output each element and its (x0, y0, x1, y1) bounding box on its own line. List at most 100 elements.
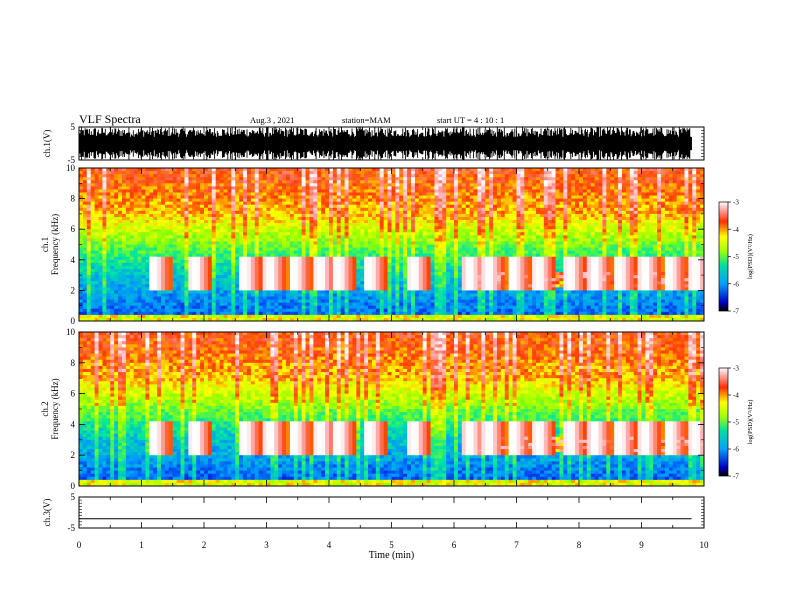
spectrogram-cell (379, 192, 385, 196)
spectrogram-cell (118, 198, 123, 203)
spectrogram-cell (133, 259, 138, 264)
spectrogram-cell (274, 183, 279, 187)
spectrogram-cell (340, 241, 346, 245)
spectrogram-cell (239, 308, 244, 313)
spectrogram-cell (325, 244, 330, 248)
spectrogram-cell (356, 247, 361, 252)
spectrogram-cell (125, 189, 131, 193)
spectrogram-cell (254, 262, 260, 267)
spectrogram-cell (274, 272, 279, 276)
spectrogram-cell (172, 256, 178, 261)
spectrogram-cell (250, 189, 256, 193)
spectrogram-cell (450, 256, 455, 261)
spectrogram-cell (321, 284, 326, 288)
spectrogram-cell (176, 262, 181, 267)
spectrogram-cell (188, 262, 193, 267)
spectrogram-cell (266, 226, 271, 230)
spectrogram-cell (118, 207, 123, 212)
spectrogram-cell (418, 250, 424, 255)
spectrogram-cell (223, 241, 228, 245)
spectrogram-cell (395, 192, 400, 196)
spectrogram-cell (235, 183, 240, 187)
spectrogram-cell (414, 229, 420, 233)
spectrogram-cell (442, 281, 447, 285)
spectrogram-cell (196, 287, 201, 291)
spectrogram-cell (129, 317, 135, 322)
spectrogram-cell (161, 268, 166, 273)
spectrogram-cell (102, 308, 107, 313)
spectrogram-cell (196, 305, 201, 310)
spectrogram-cell (86, 174, 92, 178)
spectrogram-cell (450, 265, 455, 270)
spectrogram-cell (79, 195, 84, 199)
spectrogram-cell (114, 247, 119, 252)
spectrogram-cell (82, 226, 88, 230)
spectrogram-cell (262, 299, 267, 304)
spectrogram-cell (200, 302, 205, 307)
spectrogram-cell (301, 216, 306, 221)
spectrogram-cell (211, 272, 217, 276)
spectrogram-cell (422, 235, 428, 239)
spectrogram-cell (364, 296, 369, 300)
spectrogram-cell (168, 195, 174, 199)
spectrogram-cell (231, 290, 236, 294)
spectrogram-cell (133, 278, 138, 282)
spectrogram-cell (114, 235, 119, 239)
spectrogram-cell (352, 247, 357, 252)
spectrogram-cell (231, 244, 236, 248)
spectrogram-cell (407, 223, 412, 227)
spectrogram-cell (371, 201, 377, 206)
spectrogram-cell (457, 238, 463, 242)
spectrogram-cell (274, 213, 279, 218)
spectrogram-cell (457, 171, 463, 175)
spectrogram-cell (215, 232, 221, 236)
spectrogram-cell (313, 229, 318, 233)
spectrogram-cell (368, 281, 373, 285)
spectrogram-cell (274, 192, 279, 196)
spectrogram-cell (340, 250, 346, 255)
spectrogram-cell (246, 317, 252, 322)
spectrogram-cell (426, 216, 431, 221)
spectrogram-cell (172, 235, 178, 239)
spectrogram-cell (286, 213, 291, 218)
spectrogram-cell (391, 256, 396, 261)
spectrogram-cell (82, 311, 88, 316)
spectrogram-cell (293, 253, 299, 258)
spectrogram-cell (114, 253, 119, 258)
spectrogram-cell (110, 186, 115, 190)
spectrogram-cell (371, 204, 377, 209)
spectrogram-cell (180, 275, 185, 279)
spectrogram-cell (125, 174, 131, 178)
spectrogram-cell (454, 311, 459, 316)
spectrogram-cell (219, 229, 224, 233)
spectrogram-cell (321, 272, 326, 276)
spectrogram-cell (356, 250, 361, 255)
spectrogram-cell (282, 220, 287, 224)
spectrogram-cell (250, 259, 256, 264)
spectrogram-cell (442, 183, 447, 187)
spectrogram-cell (426, 210, 431, 215)
spectrogram-cell (301, 296, 306, 300)
spectrogram-cell (110, 268, 115, 273)
spectrogram-cell (395, 305, 400, 310)
spectrogram-cell (106, 299, 111, 304)
spectrogram-cell (387, 281, 392, 285)
spectrogram-cell (329, 268, 334, 273)
spectrogram-cell (329, 195, 334, 199)
spectrogram-cell (211, 220, 217, 224)
spectrogram-cell (325, 174, 330, 178)
spectrogram-cell (438, 278, 443, 282)
spectrogram-cell (94, 299, 99, 304)
spectrogram-cell (403, 204, 408, 209)
spectrogram-cell (414, 302, 420, 307)
spectrogram-cell (336, 308, 342, 313)
spectrogram-cell (250, 278, 256, 282)
spectrogram-cell (90, 262, 96, 267)
spectrogram-cell (305, 281, 310, 285)
spectrogram-cell (141, 275, 146, 279)
spectrogram-cell (461, 223, 467, 227)
spectrogram-cell (364, 210, 369, 215)
spectrogram-cell (418, 235, 424, 239)
spectrogram-cell (258, 189, 263, 193)
spectrogram-cell (239, 284, 244, 288)
